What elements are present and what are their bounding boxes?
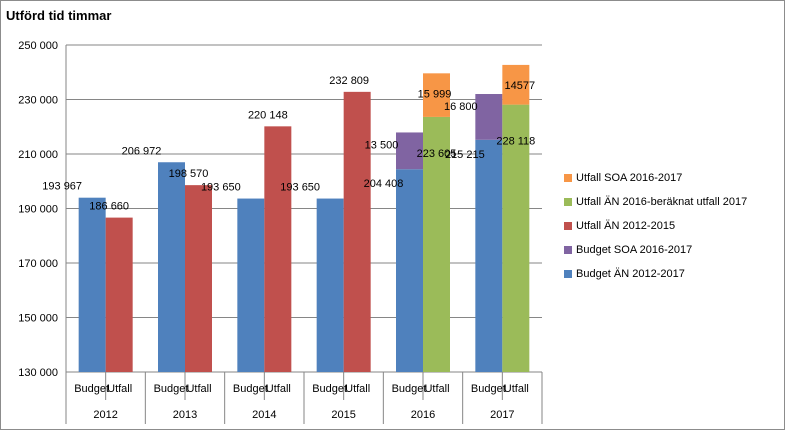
x-sub-label: Budget bbox=[74, 383, 109, 395]
bar bbox=[185, 185, 212, 372]
x-category-label: 2013 bbox=[173, 409, 197, 421]
data-label: 223 605 bbox=[417, 148, 457, 160]
legend-item: Budget ÄN 2012-2017 bbox=[564, 266, 685, 282]
x-sub-label: Utfall bbox=[504, 383, 529, 395]
legend-item: Budget SOA 2016-2017 bbox=[564, 242, 692, 258]
bar bbox=[237, 198, 265, 372]
data-label: 16 800 bbox=[444, 101, 478, 113]
x-sub-label: Budget bbox=[154, 383, 189, 395]
bar bbox=[423, 73, 450, 117]
data-label: 14577 bbox=[505, 80, 536, 92]
data-label: 220 148 bbox=[248, 109, 288, 121]
data-label: 13 500 bbox=[365, 139, 399, 151]
data-label: 206 972 bbox=[122, 145, 162, 157]
legend-swatch bbox=[564, 198, 572, 206]
x-sub-label: Budget bbox=[471, 383, 506, 395]
x-category-label: 2015 bbox=[331, 409, 355, 421]
legend-swatch bbox=[564, 174, 572, 182]
bar bbox=[264, 126, 292, 372]
x-category-label: 2014 bbox=[252, 409, 276, 421]
data-label: 15 999 bbox=[418, 88, 452, 100]
y-tick-label: 150 000 bbox=[18, 313, 58, 325]
bar bbox=[316, 198, 344, 372]
y-tick-label: 130 000 bbox=[18, 367, 58, 379]
data-label: 232 809 bbox=[329, 75, 369, 87]
bar bbox=[502, 104, 530, 372]
data-label: 193 650 bbox=[201, 182, 241, 194]
legend-label: Budget SOA 2016-2017 bbox=[576, 244, 693, 256]
legend-label: Utfall ÄN 2016-beräknat utfall 2017 bbox=[576, 196, 748, 208]
x-sub-label: Utfall bbox=[424, 383, 449, 395]
legend-item: Utfall ÄN 2012-2015 bbox=[564, 218, 675, 234]
x-category-label: 2017 bbox=[490, 409, 514, 421]
x-sub-label: Utfall bbox=[186, 383, 211, 395]
bar bbox=[343, 91, 371, 373]
data-label: 193 967 bbox=[42, 181, 82, 193]
y-tick-label: 210 000 bbox=[18, 149, 58, 161]
x-sub-label: Budget bbox=[233, 383, 268, 395]
y-tick-label: 190 000 bbox=[18, 204, 58, 216]
bar bbox=[423, 116, 450, 372]
legend-label: Utfall SOA 2016-2017 bbox=[576, 172, 683, 184]
legend-item: Utfall ÄN 2016-beräknat utfall 2017 bbox=[564, 194, 747, 210]
bar bbox=[475, 139, 503, 372]
data-label: 193 650 bbox=[280, 182, 320, 194]
bar bbox=[396, 132, 423, 170]
bar bbox=[158, 162, 185, 372]
x-sub-label: Utfall bbox=[345, 383, 370, 395]
legend-label: Budget ÄN 2012-2017 bbox=[576, 268, 685, 280]
x-sub-label: Utfall bbox=[266, 383, 291, 395]
legend-item: Utfall SOA 2016-2017 bbox=[564, 170, 682, 186]
bar bbox=[502, 64, 530, 105]
chart-title: Utförd tid timmar bbox=[6, 8, 112, 23]
x-sub-label: Budget bbox=[312, 383, 347, 395]
bar bbox=[78, 197, 106, 372]
legend-label: Utfall ÄN 2012-2015 bbox=[576, 220, 676, 232]
y-tick-label: 170 000 bbox=[18, 258, 58, 270]
legend-swatch bbox=[564, 222, 572, 230]
y-tick-label: 250 000 bbox=[18, 40, 58, 52]
x-category-label: 2016 bbox=[411, 409, 435, 421]
bar bbox=[396, 169, 423, 372]
legend-swatch bbox=[564, 246, 572, 254]
legend-swatch bbox=[564, 270, 572, 278]
bar bbox=[105, 217, 133, 372]
x-sub-label: Utfall bbox=[107, 383, 132, 395]
data-label: 198 570 bbox=[169, 168, 209, 180]
data-label: 215 215 bbox=[445, 149, 485, 161]
bar bbox=[475, 94, 503, 140]
y-tick-label: 230 000 bbox=[18, 95, 58, 107]
data-label: 186 660 bbox=[89, 201, 129, 213]
data-label: 204 408 bbox=[364, 178, 404, 190]
x-category-label: 2012 bbox=[93, 409, 117, 421]
x-sub-label: Budget bbox=[392, 383, 427, 395]
data-label: 228 118 bbox=[496, 136, 535, 148]
